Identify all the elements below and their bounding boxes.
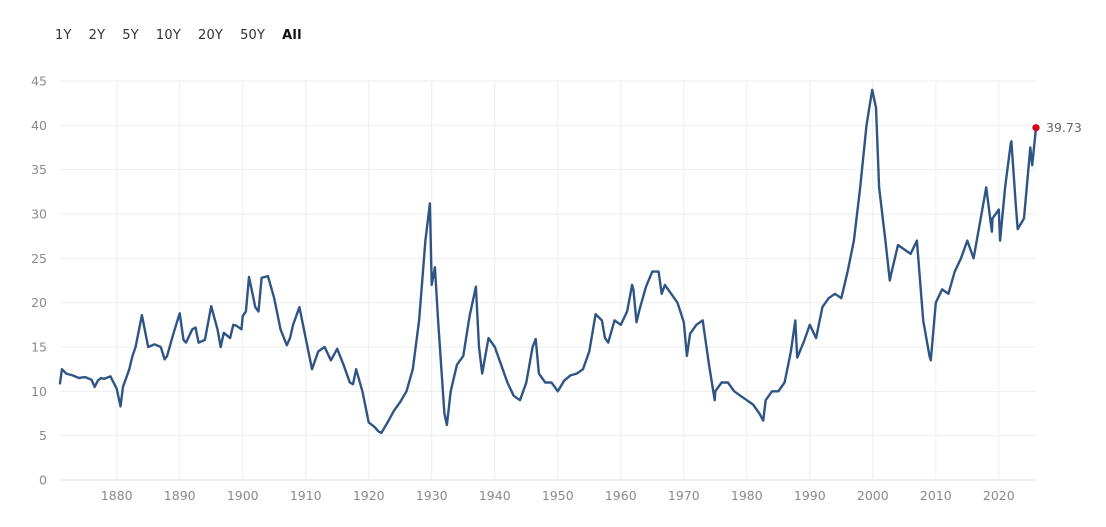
x-tick-label: 1910 xyxy=(290,488,322,503)
series-line xyxy=(58,88,1038,435)
range-button-10y[interactable]: 10Y xyxy=(155,28,181,43)
x-tick-label: 1980 xyxy=(731,488,763,503)
range-button-50y[interactable]: 50Y xyxy=(240,28,266,43)
x-tick-label: 2000 xyxy=(857,488,889,503)
y-tick-label: 20 xyxy=(31,295,47,310)
y-gridlines xyxy=(60,80,1036,481)
time-range-selector: 1Y 2Y 5Y 10Y 20Y 50Y All xyxy=(52,26,316,45)
y-tick-label: 10 xyxy=(31,384,47,399)
y-tick-label: 35 xyxy=(31,162,47,177)
x-tick-label: 1990 xyxy=(794,488,826,503)
last-value-marker[interactable] xyxy=(1032,124,1040,132)
x-gridlines xyxy=(116,81,1000,480)
range-button-20y[interactable]: 20Y xyxy=(197,28,224,43)
last-value-label: 39.73 xyxy=(1046,120,1082,135)
x-tick-label: 1920 xyxy=(353,488,385,503)
y-tick-label: 40 xyxy=(31,118,47,133)
y-tick-label: 0 xyxy=(39,473,47,488)
x-tick-label: 1950 xyxy=(542,488,574,503)
range-button-1y[interactable]: 1Y xyxy=(55,28,72,43)
x-axis-ticks: 1880 1890 1900 1910 1920 1930 1940 1950 1960 1970… xyxy=(101,488,1015,503)
x-tick-label: 1890 xyxy=(164,488,196,503)
y-tick-label: 30 xyxy=(31,207,47,222)
range-button-all[interactable]: All xyxy=(282,28,302,43)
y-tick-label: 45 xyxy=(31,74,47,89)
x-tick-label: 1930 xyxy=(416,488,448,503)
y-tick-label: 15 xyxy=(31,340,47,355)
x-tick-label: 1880 xyxy=(101,488,133,503)
x-tick-label: 2010 xyxy=(920,488,952,503)
x-tick-label: 1960 xyxy=(605,488,637,503)
range-button-5y[interactable]: 5Y xyxy=(122,28,139,43)
y-axis-ticks: 0 5 10 15 20 25 30 35 40 45 xyxy=(31,74,47,488)
y-tick-label: 25 xyxy=(31,251,47,266)
y-tick-label: 5 xyxy=(39,428,47,443)
x-tick-label: 1940 xyxy=(479,488,511,503)
x-tick-label: 1970 xyxy=(668,488,700,503)
range-button-2y[interactable]: 2Y xyxy=(88,28,106,43)
x-tick-label: 1900 xyxy=(227,488,259,503)
x-tick-label: 2020 xyxy=(983,488,1015,503)
